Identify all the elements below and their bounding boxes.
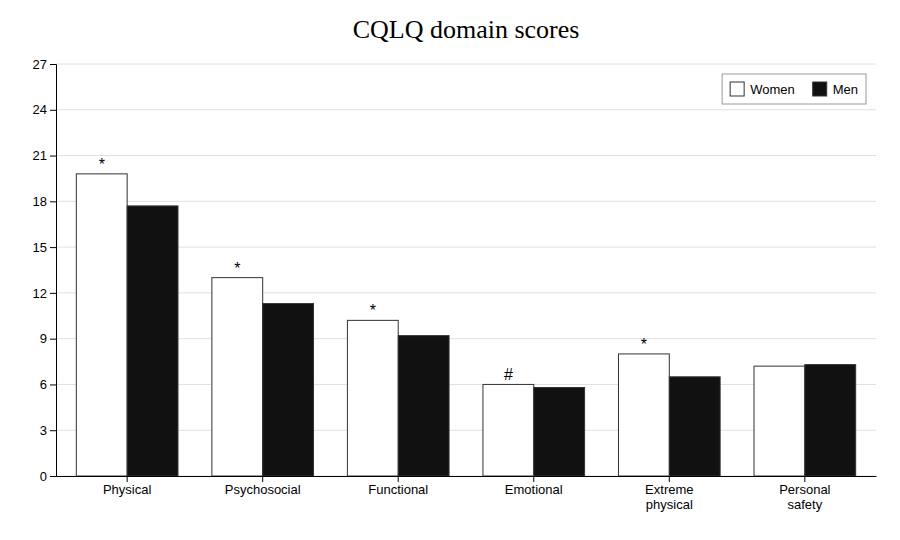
axis-line <box>57 476 877 477</box>
axis-line <box>50 65 57 477</box>
tick-mark <box>50 384 56 385</box>
tick-mark <box>398 476 399 482</box>
annotations: * * * # * <box>99 156 647 384</box>
bar <box>483 384 534 476</box>
tick: 15 <box>33 240 56 255</box>
tick: Physical <box>103 476 152 497</box>
annotation: * <box>234 260 240 277</box>
tick: 21 <box>33 148 56 163</box>
tick: 27 <box>33 57 56 72</box>
legend-item: Women <box>730 82 795 97</box>
bar <box>618 354 669 476</box>
bar <box>212 278 263 476</box>
legend-item: Men <box>813 82 858 97</box>
grid-line <box>56 384 876 385</box>
bar <box>347 320 398 476</box>
grid-line <box>56 155 876 156</box>
tick-label: Functional <box>368 482 428 497</box>
title: CQLQ domain scores <box>353 15 580 44</box>
bar <box>263 304 314 476</box>
tick: Emotional <box>505 476 563 497</box>
annotation: # <box>504 366 513 383</box>
bar <box>127 206 178 476</box>
tick-label: 6 <box>40 377 47 392</box>
tick-label: 27 <box>33 57 47 72</box>
grid-line <box>56 109 876 110</box>
tick-mark <box>50 201 56 202</box>
legend-swatch <box>813 82 827 96</box>
y-axis: 0 3 6 9 12 15 18 21 24 27 <box>33 57 57 484</box>
bar <box>754 366 805 476</box>
tick-label: Personalsafety <box>779 482 830 512</box>
bars <box>76 174 855 476</box>
tick: 18 <box>33 194 56 209</box>
tick-label: Extremephysical <box>645 482 693 512</box>
tick-mark <box>127 476 128 482</box>
tick: 3 <box>40 423 56 438</box>
tick-mark <box>262 476 263 482</box>
tick-mark <box>804 476 805 482</box>
tick-label: 12 <box>33 286 47 301</box>
tick-mark <box>533 476 534 482</box>
tick-label: 21 <box>33 148 47 163</box>
bar <box>669 377 720 476</box>
tick-mark <box>50 430 56 431</box>
tick-mark <box>50 156 56 157</box>
annotation: * <box>99 156 105 173</box>
tick: Functional <box>368 476 428 497</box>
tick: 24 <box>33 102 56 117</box>
grid-line <box>56 338 876 339</box>
tick-mark <box>50 293 56 294</box>
tick-mark <box>669 476 670 482</box>
tick: Psychosocial <box>225 476 301 497</box>
tick: 9 <box>40 331 56 346</box>
tick-mark <box>50 476 56 477</box>
bar <box>398 336 449 476</box>
legend-label: Women <box>750 82 795 97</box>
chart: 0 3 6 9 12 15 18 21 24 27 Physical Psychosocial Func… <box>0 0 900 540</box>
grid-line <box>56 292 876 293</box>
tick-label: Physical <box>103 482 152 497</box>
annotation: * <box>370 302 376 319</box>
annotation: * <box>641 336 647 353</box>
bar-series <box>76 174 805 476</box>
bar <box>534 387 585 476</box>
tick-label: Emotional <box>505 482 563 497</box>
grid-line <box>56 476 876 477</box>
legend-swatch <box>730 82 744 96</box>
tick: Personalsafety <box>779 476 830 512</box>
legend-label: Men <box>833 82 858 97</box>
legend-frame <box>722 74 866 104</box>
tick-label: 18 <box>33 194 47 209</box>
tick-mark <box>50 339 56 340</box>
tick-label: 15 <box>33 240 47 255</box>
tick-label: 3 <box>40 423 47 438</box>
grid-line <box>56 430 876 431</box>
tick-mark <box>50 110 56 111</box>
tick: 12 <box>33 286 56 301</box>
tick: 0 <box>40 469 56 484</box>
bar <box>76 174 127 476</box>
grid-line <box>56 201 876 202</box>
tick: 6 <box>40 377 56 392</box>
bar-series <box>127 206 856 476</box>
tick-label: 24 <box>33 102 47 117</box>
tick-label: 9 <box>40 331 47 346</box>
x-axis: Physical Psychosocial Functional Emotional E… <box>57 476 877 512</box>
legend: Women Men <box>722 74 866 104</box>
tick-mark <box>50 247 56 248</box>
grid-line <box>56 64 876 65</box>
tick: Extremephysical <box>645 476 693 512</box>
tick-mark <box>50 64 56 65</box>
tick-label: 0 <box>40 469 47 484</box>
grid-line <box>56 247 876 248</box>
tick-label: Psychosocial <box>225 482 301 497</box>
plot: 0 3 6 9 12 15 18 21 24 27 Physical Psychosocial Func… <box>33 57 877 513</box>
grid <box>56 64 876 476</box>
bar <box>805 365 856 476</box>
